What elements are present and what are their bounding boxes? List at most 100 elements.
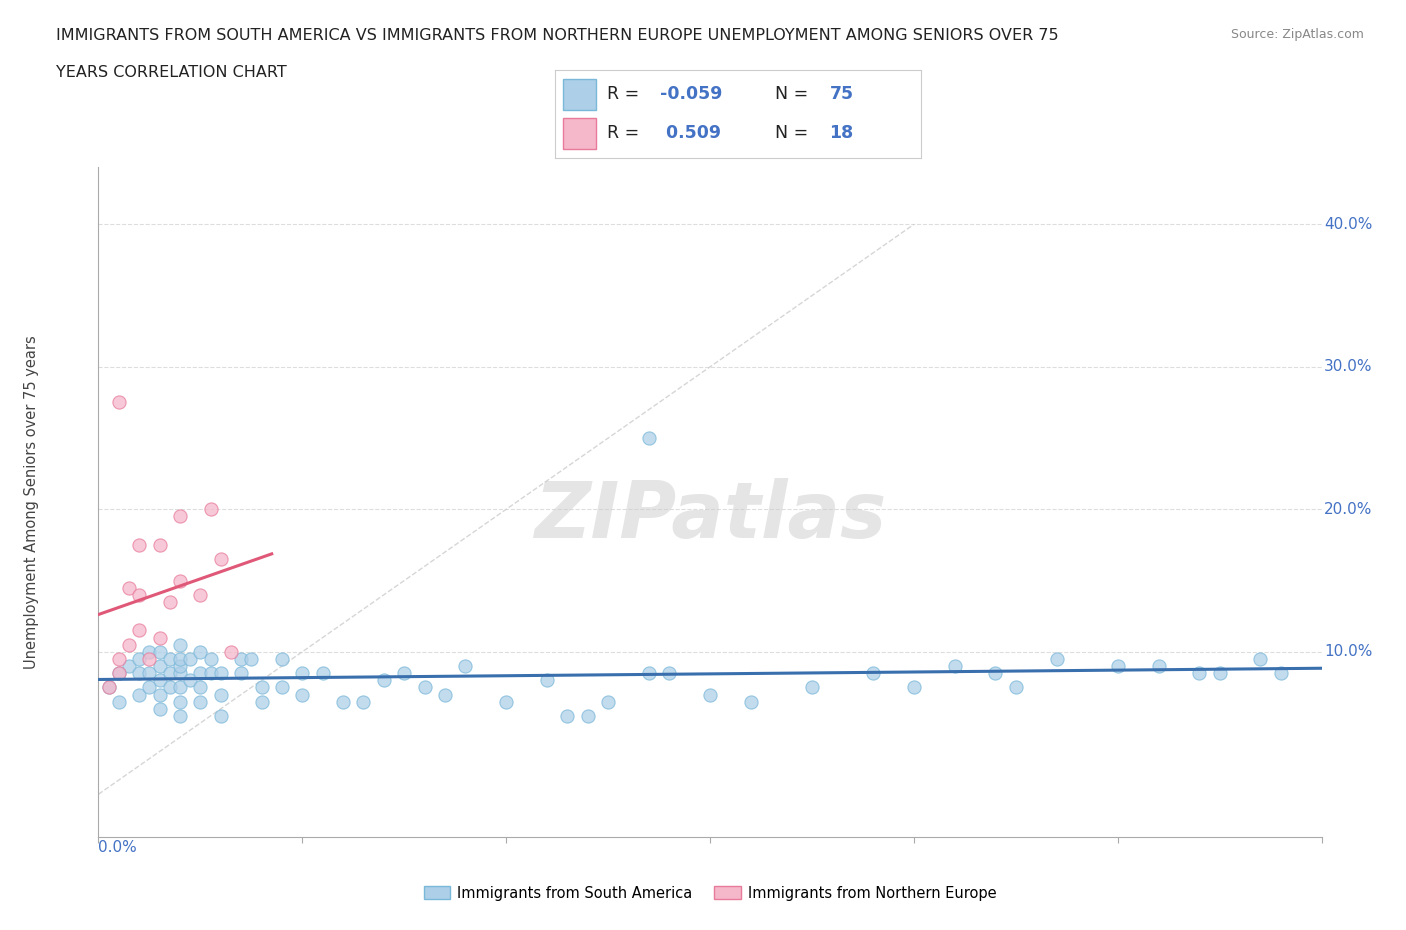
Point — [138, 652, 160, 667]
Text: 0.0%: 0.0% — [98, 841, 138, 856]
Point — [108, 694, 131, 709]
Point — [169, 652, 191, 667]
Point — [169, 709, 191, 724]
Text: 40.0%: 40.0% — [1324, 217, 1372, 232]
Text: ZIPatlas: ZIPatlas — [534, 478, 886, 553]
Point — [118, 658, 141, 673]
Point — [128, 687, 150, 702]
Point — [149, 644, 172, 659]
Point — [291, 666, 314, 681]
Point — [740, 694, 762, 709]
Point — [200, 666, 222, 681]
Point — [188, 644, 212, 659]
Point — [1249, 652, 1271, 667]
Text: N =: N = — [775, 85, 814, 102]
Point — [179, 652, 201, 667]
Point — [188, 694, 212, 709]
Point — [188, 588, 212, 603]
Point — [209, 551, 232, 566]
Point — [118, 580, 141, 595]
Point — [209, 709, 232, 724]
Point — [149, 672, 172, 687]
Point — [332, 694, 354, 709]
Text: -0.059: -0.059 — [659, 85, 721, 102]
Point — [291, 687, 314, 702]
Point — [413, 680, 436, 695]
Point — [159, 680, 181, 695]
Point — [108, 652, 131, 667]
Point — [231, 666, 253, 681]
Point — [138, 680, 160, 695]
Point — [169, 658, 191, 673]
Point — [231, 652, 253, 667]
Point — [392, 666, 416, 681]
Point — [169, 666, 191, 681]
Point — [188, 666, 212, 681]
Text: R =: R = — [606, 125, 644, 142]
Point — [598, 694, 620, 709]
Point — [169, 509, 191, 524]
Point — [373, 672, 395, 687]
Point — [138, 666, 160, 681]
Point — [1270, 666, 1292, 681]
Point — [250, 694, 273, 709]
Point — [1045, 652, 1069, 667]
Point — [209, 666, 232, 681]
Point — [169, 680, 191, 695]
Point — [108, 666, 131, 681]
Point — [128, 623, 150, 638]
Point — [555, 709, 579, 724]
Point — [149, 687, 172, 702]
Point — [1107, 658, 1129, 673]
Point — [312, 666, 335, 681]
Point — [903, 680, 925, 695]
Point — [984, 666, 1007, 681]
Point — [108, 395, 131, 410]
Point — [97, 680, 120, 695]
Text: Unemployment Among Seniors over 75 years: Unemployment Among Seniors over 75 years — [24, 336, 38, 669]
Point — [270, 652, 294, 667]
Point — [149, 658, 172, 673]
Point — [862, 666, 884, 681]
Text: IMMIGRANTS FROM SOUTH AMERICA VS IMMIGRANTS FROM NORTHERN EUROPE UNEMPLOYMENT AM: IMMIGRANTS FROM SOUTH AMERICA VS IMMIGRA… — [56, 28, 1059, 43]
Point — [128, 652, 150, 667]
Point — [240, 652, 263, 667]
Point — [149, 538, 172, 552]
Point — [159, 594, 181, 609]
Point — [128, 588, 150, 603]
Text: 18: 18 — [830, 125, 853, 142]
Point — [1209, 666, 1232, 681]
Point — [576, 709, 599, 724]
Text: 0.509: 0.509 — [659, 125, 720, 142]
Point — [169, 573, 191, 588]
Point — [188, 680, 212, 695]
Point — [1004, 680, 1026, 695]
Legend: Immigrants from South America, Immigrants from Northern Europe: Immigrants from South America, Immigrant… — [418, 880, 1002, 907]
Point — [536, 672, 558, 687]
Text: N =: N = — [775, 125, 814, 142]
Point — [159, 652, 181, 667]
Point — [149, 631, 172, 645]
Point — [108, 666, 131, 681]
Point — [1188, 666, 1211, 681]
Point — [200, 652, 222, 667]
Point — [200, 502, 222, 517]
Point — [138, 644, 160, 659]
Point — [97, 680, 120, 695]
Point — [801, 680, 824, 695]
Point — [637, 431, 661, 445]
Text: Source: ZipAtlas.com: Source: ZipAtlas.com — [1230, 28, 1364, 41]
Text: 10.0%: 10.0% — [1324, 644, 1372, 659]
Point — [149, 701, 172, 716]
Point — [169, 637, 191, 652]
Point — [434, 687, 457, 702]
Point — [495, 694, 517, 709]
Point — [352, 694, 374, 709]
Point — [219, 644, 242, 659]
Point — [1147, 658, 1170, 673]
Point — [658, 666, 681, 681]
Point — [118, 637, 141, 652]
Point — [637, 666, 661, 681]
Point — [454, 658, 477, 673]
Text: 20.0%: 20.0% — [1324, 502, 1372, 517]
